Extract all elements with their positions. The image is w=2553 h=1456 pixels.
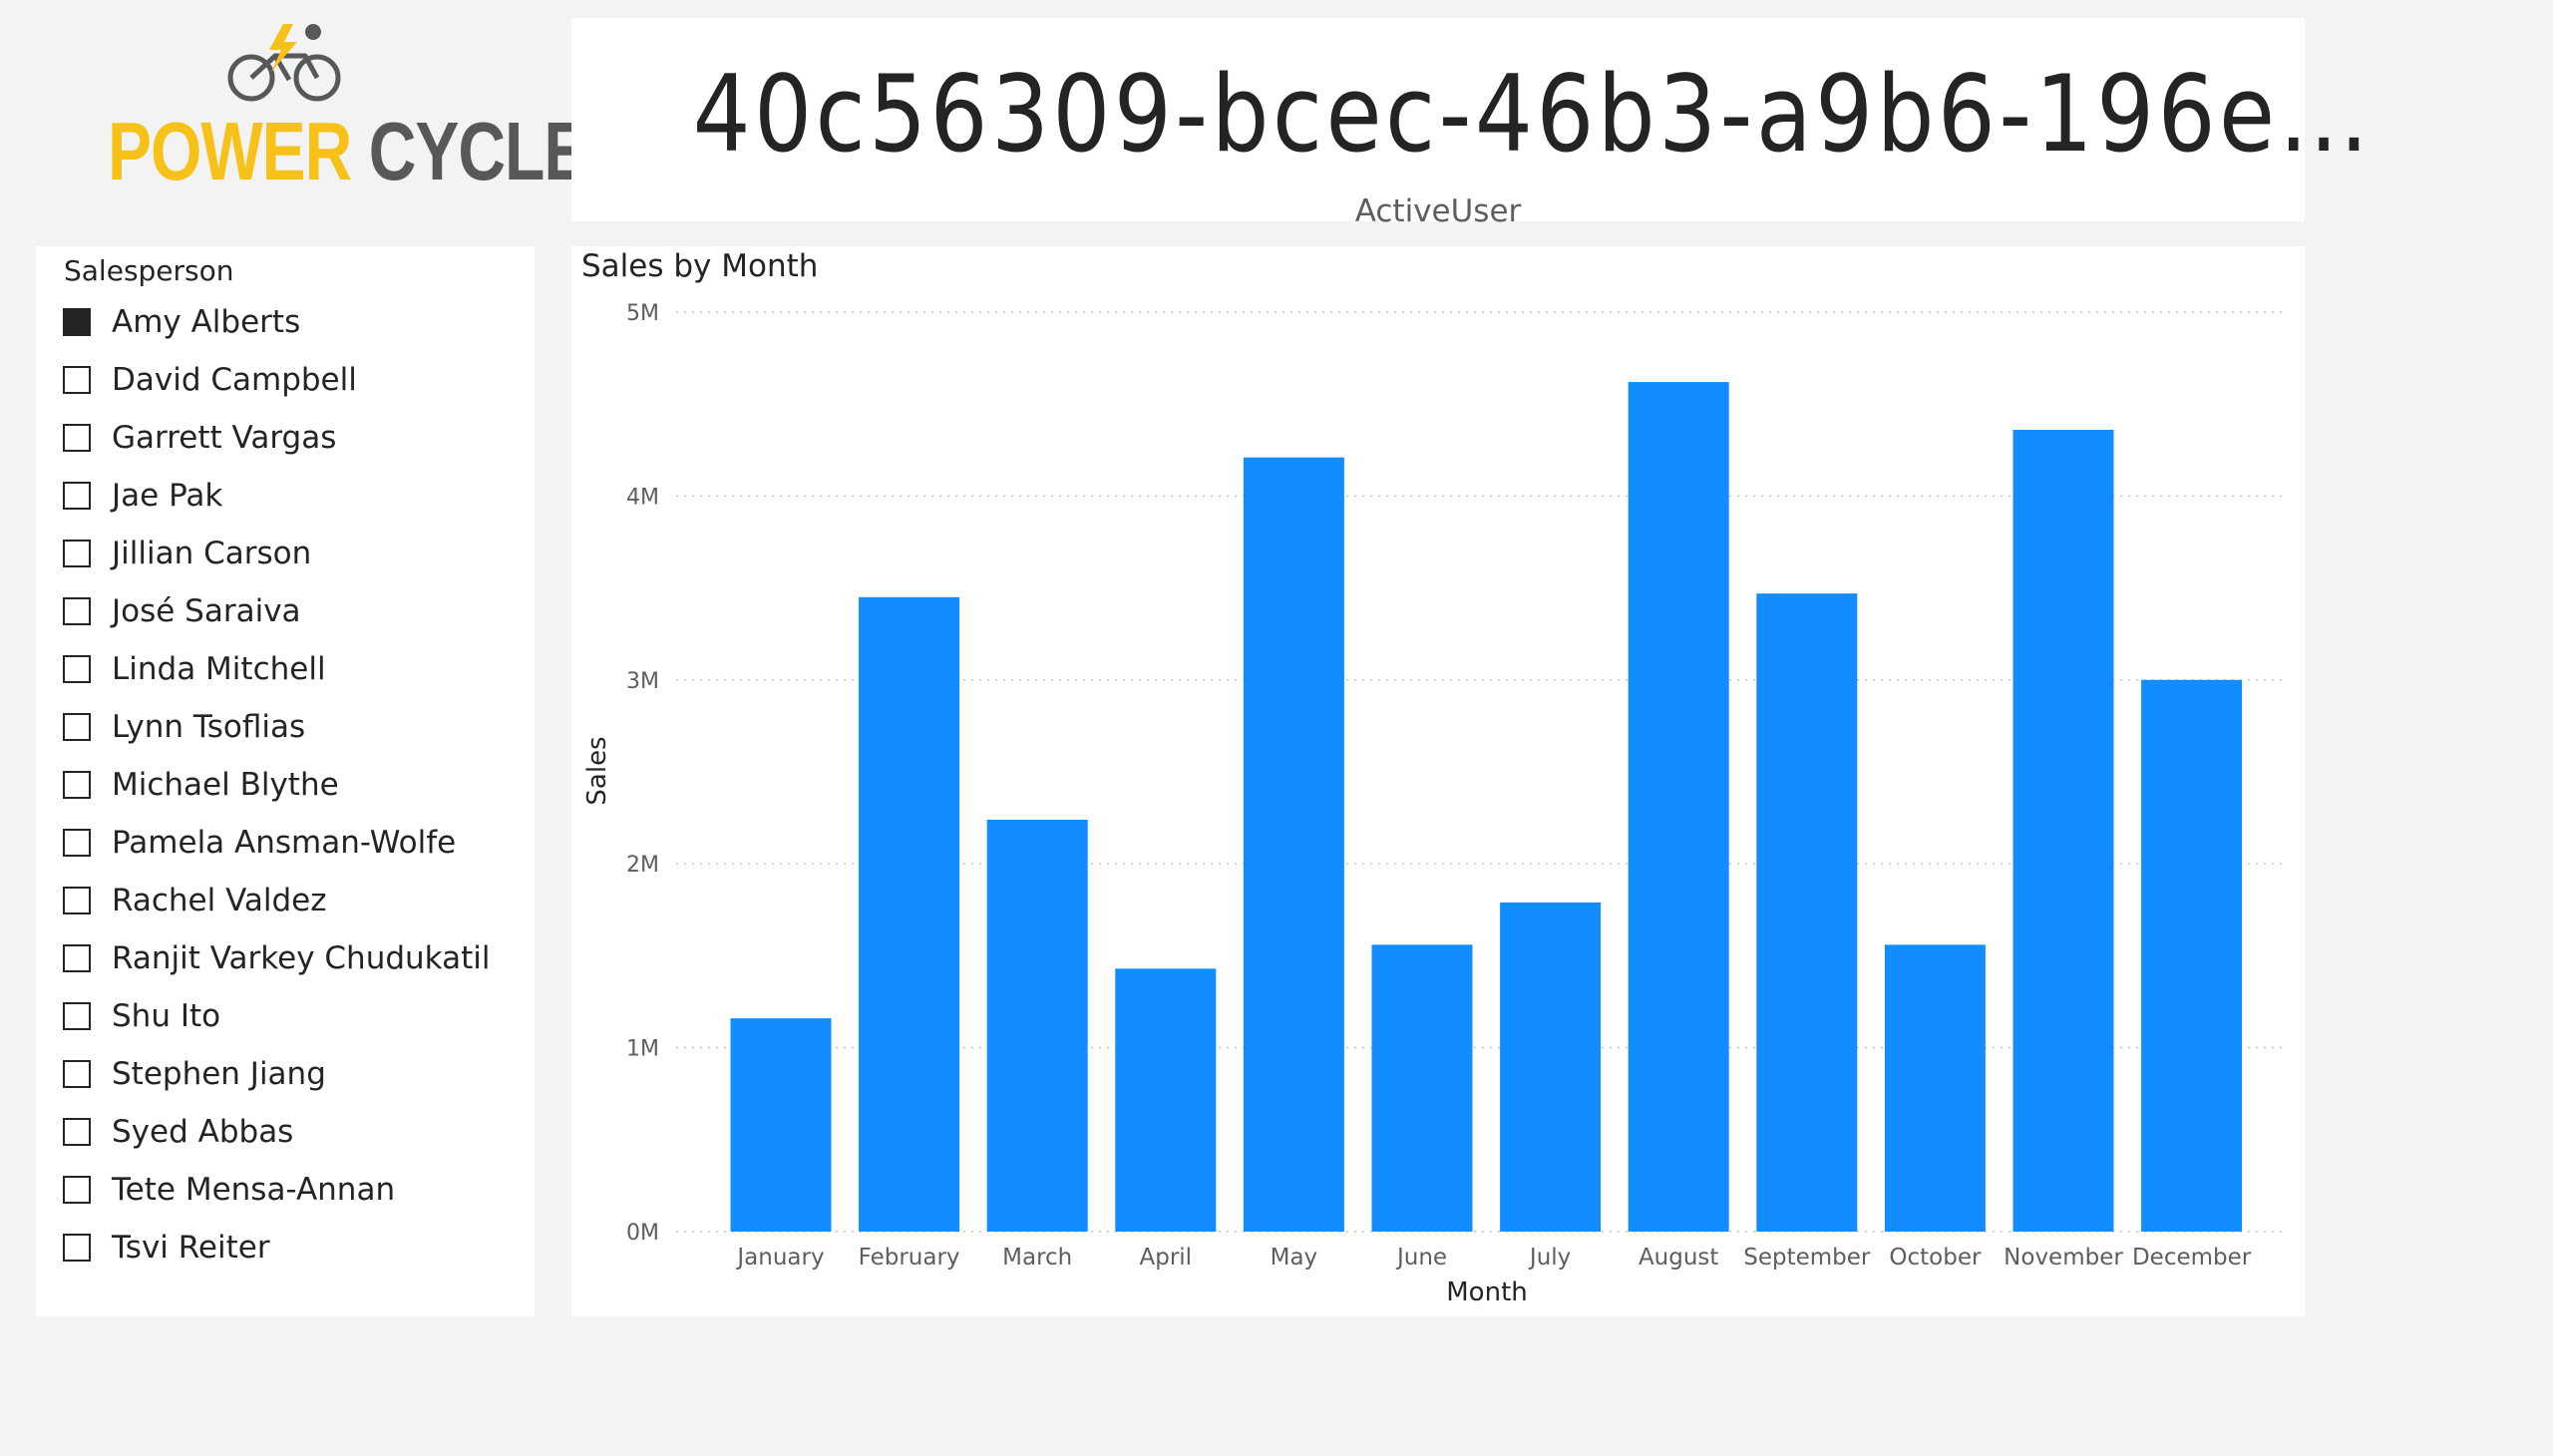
slicer-item[interactable]: Rachel Valdez bbox=[63, 881, 327, 920]
checkbox[interactable] bbox=[63, 1176, 91, 1204]
bar-january[interactable] bbox=[730, 1018, 832, 1232]
slicer-item[interactable]: Jillian Carson bbox=[63, 534, 311, 573]
x-tick-label: May bbox=[1271, 1245, 1318, 1271]
checkbox[interactable] bbox=[63, 1002, 91, 1030]
y-tick-label: 4M bbox=[626, 485, 659, 510]
y-tick-label: 1M bbox=[626, 1037, 659, 1062]
slicer-title: Salesperson bbox=[64, 254, 234, 287]
chart-plot: 0M 1M 2M 3M 4M 5M January February March April Ma… bbox=[582, 301, 2287, 1307]
slicer-item[interactable]: Garrett Vargas bbox=[63, 418, 336, 458]
slicer-item[interactable]: Ranjit Varkey Chudukatil bbox=[63, 938, 490, 978]
chart-title: Sales by Month bbox=[581, 248, 819, 284]
slicer-item-label: Garrett Vargas bbox=[112, 420, 337, 456]
x-axis-title: Month bbox=[1446, 1277, 1528, 1307]
logo-word-cycle: CYCLE bbox=[368, 105, 588, 197]
slicer-item[interactable]: Michael Blythe bbox=[63, 765, 339, 805]
checkbox[interactable] bbox=[63, 713, 91, 741]
bar-september[interactable] bbox=[1756, 593, 1858, 1232]
x-tick-label: July bbox=[1528, 1245, 1571, 1271]
checkbox[interactable] bbox=[63, 944, 91, 972]
x-tick-label: December bbox=[2132, 1245, 2252, 1271]
x-tick-label: October bbox=[1889, 1245, 1982, 1271]
slicer-item[interactable]: Syed Abbas bbox=[63, 1112, 293, 1152]
active-user-card[interactable]: 40c56309-bcec-46b3-a9b6-196e… ActiveUser bbox=[571, 18, 2373, 229]
slicer-item[interactable]: Pamela Ansman-Wolfe bbox=[63, 823, 456, 863]
slicer-item-label: Tsvi Reiter bbox=[112, 1230, 270, 1266]
slicer-item-label: Tete Mensa-Annan bbox=[112, 1172, 396, 1208]
slicer-item[interactable]: José Saraiva bbox=[63, 591, 301, 631]
y-tick-label: 5M bbox=[626, 301, 659, 326]
slicer-item-label: Jillian Carson bbox=[112, 536, 312, 571]
checkbox-checked[interactable] bbox=[63, 308, 91, 336]
bar-april[interactable] bbox=[1115, 968, 1217, 1232]
bar-november[interactable] bbox=[2012, 430, 2114, 1232]
slicer-item-label: Lynn Tsoflias bbox=[112, 709, 306, 745]
bar-february[interactable] bbox=[859, 596, 960, 1232]
slicer-item[interactable]: David Campbell bbox=[63, 360, 357, 400]
slicer-item[interactable]: Amy Alberts bbox=[63, 302, 300, 342]
slicer-item[interactable]: Stephen Jiang bbox=[63, 1054, 326, 1094]
card-value: 40c56309-bcec-46b3-a9b6-196e… bbox=[692, 53, 2373, 176]
checkbox[interactable] bbox=[63, 1118, 91, 1146]
logo-word-power: POWER bbox=[108, 105, 352, 197]
cyclist-lightning-icon bbox=[227, 24, 341, 102]
bar-august[interactable] bbox=[1628, 382, 1729, 1232]
checkbox[interactable] bbox=[63, 1234, 91, 1262]
y-tick-label: 2M bbox=[626, 853, 659, 878]
x-tick-label: June bbox=[1395, 1245, 1447, 1271]
salesperson-slicer: Salesperson Amy Alberts David Campbell Gar… bbox=[36, 246, 535, 1316]
checkbox[interactable] bbox=[63, 887, 91, 914]
checkbox[interactable] bbox=[63, 424, 91, 452]
y-axis-title: Sales bbox=[582, 736, 612, 805]
x-tick-label: November bbox=[2004, 1245, 2123, 1271]
x-tick-label: March bbox=[1002, 1245, 1072, 1271]
slicer-item-label: Rachel Valdez bbox=[112, 883, 327, 918]
y-tick-label: 3M bbox=[626, 669, 659, 694]
slicer-item-label: Pamela Ansman-Wolfe bbox=[112, 825, 457, 861]
x-tick-label: September bbox=[1743, 1245, 1871, 1271]
bar-june[interactable] bbox=[1371, 944, 1473, 1232]
bar-july[interactable] bbox=[1500, 902, 1602, 1232]
y-tick-label: 0M bbox=[626, 1221, 659, 1246]
checkbox[interactable] bbox=[63, 540, 91, 567]
bar-october[interactable] bbox=[1884, 944, 1986, 1232]
checkbox[interactable] bbox=[63, 366, 91, 394]
checkbox[interactable] bbox=[63, 829, 91, 857]
slicer-item[interactable]: Jae Pak bbox=[63, 476, 222, 516]
slicer-item[interactable]: Tete Mensa-Annan bbox=[63, 1170, 395, 1210]
slicer-item-label: David Campbell bbox=[112, 362, 357, 398]
checkbox[interactable] bbox=[63, 482, 91, 510]
slicer-item[interactable]: Lynn Tsoflias bbox=[63, 707, 305, 747]
x-tick-label: January bbox=[735, 1245, 824, 1271]
checkbox[interactable] bbox=[63, 771, 91, 799]
bar-may[interactable] bbox=[1243, 457, 1344, 1232]
slicer-item[interactable]: Tsvi Reiter bbox=[63, 1228, 270, 1268]
checkbox[interactable] bbox=[63, 597, 91, 625]
bar-march[interactable] bbox=[986, 819, 1088, 1232]
slicer-item-label: Amy Alberts bbox=[112, 304, 301, 340]
x-tick-label: August bbox=[1639, 1245, 1719, 1271]
card-label: ActiveUser bbox=[1354, 193, 1522, 229]
slicer-item-label: Syed Abbas bbox=[112, 1114, 294, 1150]
slicer-item-label: Ranjit Varkey Chudukatil bbox=[112, 940, 491, 976]
slicer-item-label: Shu Ito bbox=[112, 998, 221, 1034]
sales-by-month-chart: Sales by Month 0M 1M 2M 3M 4M 5M January Febru… bbox=[571, 246, 2305, 1316]
checkbox[interactable] bbox=[63, 1060, 91, 1088]
slicer-item-label: Michael Blythe bbox=[112, 767, 339, 803]
power-cycle-logo: POWER CYCLE bbox=[108, 22, 587, 211]
slicer-item[interactable]: Shu Ito bbox=[63, 996, 220, 1036]
bar-december[interactable] bbox=[2141, 679, 2243, 1232]
slicer-item-label: Linda Mitchell bbox=[112, 651, 326, 687]
slicer-item[interactable]: Linda Mitchell bbox=[63, 649, 326, 689]
slicer-item-label: Stephen Jiang bbox=[112, 1056, 326, 1092]
slicer-item-label: José Saraiva bbox=[112, 593, 301, 629]
x-tick-label: February bbox=[859, 1245, 960, 1271]
slicer-item-label: Jae Pak bbox=[112, 478, 223, 514]
checkbox[interactable] bbox=[63, 655, 91, 683]
x-tick-label: April bbox=[1140, 1245, 1193, 1271]
